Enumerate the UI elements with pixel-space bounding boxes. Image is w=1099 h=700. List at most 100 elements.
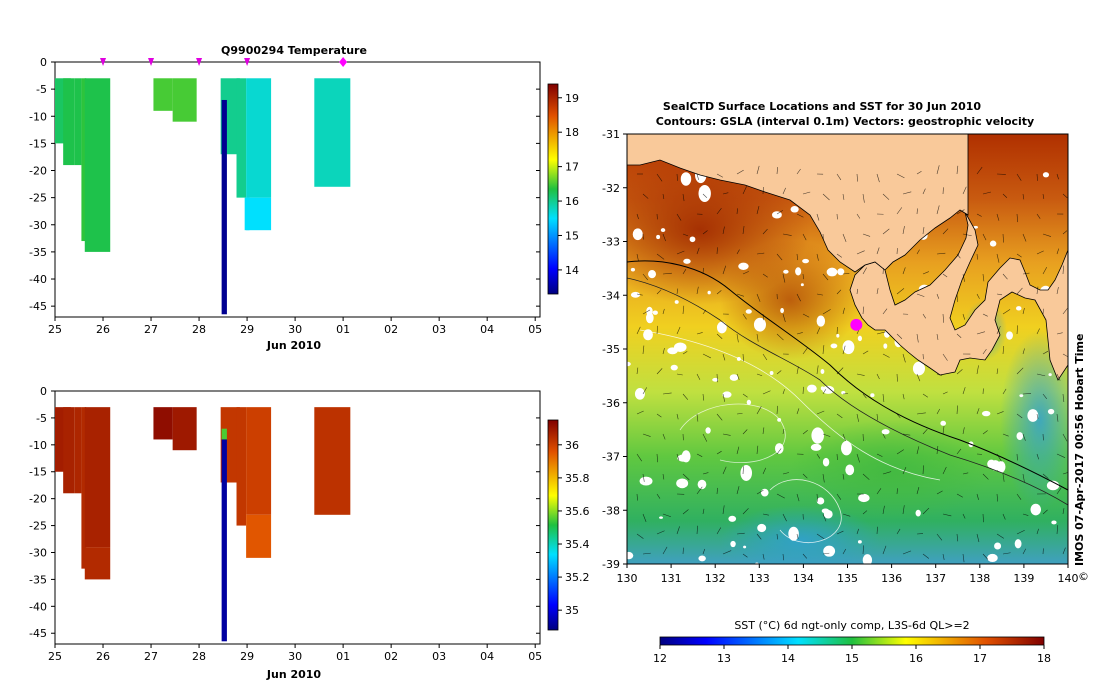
velocity-vector xyxy=(816,533,825,540)
cloud-gap xyxy=(753,317,766,332)
cloud-gap xyxy=(845,464,855,476)
velocity-vector xyxy=(1016,325,1018,335)
velocity-vector xyxy=(756,445,759,455)
velocity-vector xyxy=(1016,367,1024,375)
velocity-vector xyxy=(1042,233,1052,237)
velocity-vector xyxy=(896,288,905,295)
cloud-gap xyxy=(811,427,825,444)
cloud-gap xyxy=(730,540,736,548)
velocity-vector xyxy=(662,473,665,480)
cloud-gap xyxy=(705,427,711,434)
velocity-vector xyxy=(962,427,965,435)
sst-cbar-tick-label: 16 xyxy=(909,652,923,665)
cloud-gap xyxy=(780,307,784,314)
cbar-tick-label: 35 xyxy=(565,604,579,617)
x-tick-label: 27 xyxy=(144,650,158,663)
velocity-vector xyxy=(942,353,948,361)
velocity-vector xyxy=(796,533,799,540)
cbar-tick-label: 16 xyxy=(565,195,579,208)
cloud-gap xyxy=(862,554,873,564)
velocity-vector xyxy=(982,191,992,195)
velocity-vector xyxy=(636,453,643,462)
cloud-gap xyxy=(837,268,845,276)
velocity-vector xyxy=(636,493,638,501)
velocity-vector xyxy=(902,505,905,515)
map-x-tick-label: 137 xyxy=(925,572,946,585)
profile-bar-1-0 xyxy=(63,78,75,166)
velocity-vector xyxy=(716,208,722,215)
velocity-vector xyxy=(1022,513,1029,516)
velocity-vector xyxy=(1042,473,1049,479)
velocity-vector xyxy=(742,553,748,558)
cloud-gap xyxy=(822,385,835,394)
cloud-gap xyxy=(989,240,997,247)
seal-position-marker xyxy=(850,318,863,331)
profile-bar-3-0 xyxy=(81,407,87,569)
map-x-tick-label: 140 xyxy=(1058,572,1079,585)
velocity-vector xyxy=(1036,413,1039,420)
velocity-vector xyxy=(796,493,800,502)
y-tick-label: -25 xyxy=(29,520,47,533)
velocity-vector xyxy=(916,208,918,215)
cloud-gap xyxy=(746,399,752,405)
sst-cbar-tick-label: 14 xyxy=(781,652,795,665)
y-tick-label: -40 xyxy=(29,600,47,613)
x-tick-label: 30 xyxy=(288,650,302,663)
velocity-vector xyxy=(1022,272,1030,275)
velocity-vector xyxy=(1056,332,1063,335)
cloud-gap xyxy=(841,391,846,395)
cloud-gap xyxy=(802,258,810,264)
velocity-vector xyxy=(816,453,821,459)
velocity-vector xyxy=(936,373,943,376)
velocity-vector xyxy=(722,466,727,475)
profile-bar-2-0 xyxy=(74,407,82,494)
velocity-vector xyxy=(1042,266,1048,275)
velocity-vector xyxy=(816,293,824,296)
velocity-vector xyxy=(816,327,821,335)
cloud-gap xyxy=(1042,172,1050,178)
profile-bar-5-0 xyxy=(153,407,173,440)
map-x-tick-label: 139 xyxy=(1013,572,1034,585)
cloud-gap xyxy=(757,523,767,533)
velocity-vector xyxy=(902,466,907,475)
velocity-vector xyxy=(676,413,679,420)
velocity-vector xyxy=(996,325,1001,335)
map-y-tick-label: -37 xyxy=(602,451,620,464)
cloud-gap xyxy=(1046,480,1060,491)
velocity-vector xyxy=(742,226,745,235)
velocity-vector xyxy=(802,313,810,318)
velocity-vector xyxy=(976,408,980,415)
velocity-vector xyxy=(802,348,808,355)
cloud-gap xyxy=(680,172,692,186)
cbar-tick-label: 14 xyxy=(565,264,579,277)
velocity-vector xyxy=(722,550,732,555)
cloud-gap xyxy=(842,340,855,355)
velocity-vector xyxy=(916,249,920,255)
velocity-vector xyxy=(856,373,865,376)
cloud-gap xyxy=(915,509,921,517)
velocity-vector xyxy=(662,193,665,199)
y-tick-label: -45 xyxy=(29,627,47,640)
velocity-vector xyxy=(842,345,846,355)
y-tick-label: -10 xyxy=(29,439,47,452)
velocity-vector xyxy=(822,193,830,201)
velocity-vector xyxy=(642,513,647,523)
velocity-vector xyxy=(916,293,925,297)
x-tick-label: 02 xyxy=(384,650,398,663)
cloud-gap xyxy=(1048,373,1052,377)
velocity-vector xyxy=(922,393,928,398)
velocity-vector xyxy=(676,213,682,221)
velocity-vector xyxy=(1036,286,1039,295)
y-tick-label: -30 xyxy=(29,219,47,232)
velocity-vector xyxy=(996,533,1004,539)
velocity-vector xyxy=(876,453,883,457)
velocity-vector xyxy=(982,430,988,435)
velocity-vector xyxy=(662,347,665,355)
velocity-vector xyxy=(722,265,727,275)
velocity-vector xyxy=(956,533,959,542)
watermark: IMOS 07-Apr-2017 00:56 Hobart Time xyxy=(1073,334,1086,566)
velocity-vector xyxy=(982,273,985,282)
velocity-vector xyxy=(876,173,880,183)
profile-bar-5-0 xyxy=(153,78,173,111)
x-tick-label: 30 xyxy=(288,323,302,336)
